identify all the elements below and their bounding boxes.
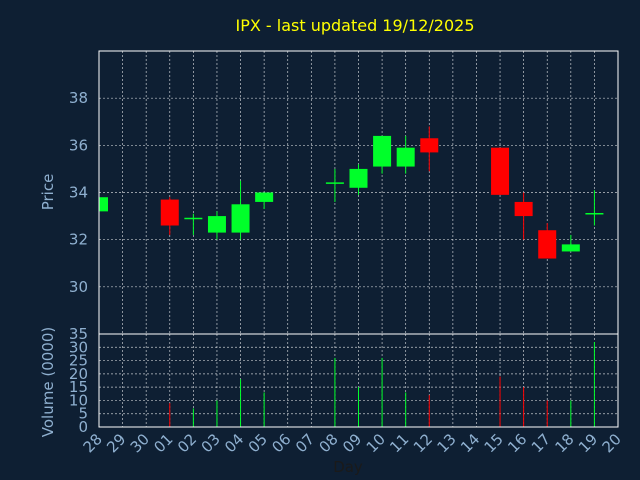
candle-body	[99, 197, 108, 212]
volume-tick-label: 25	[69, 352, 88, 370]
candle-16	[514, 192, 533, 240]
candle-body	[396, 147, 415, 167]
candle-28	[98, 197, 108, 212]
candle-body	[255, 192, 274, 202]
volume-tick-label: 0	[78, 418, 88, 436]
volume-panel-frame	[98, 333, 619, 428]
chart-title: IPX - last updated 19/12/2025	[235, 16, 474, 35]
candle-04	[231, 180, 250, 240]
volume-tick-label: 20	[69, 365, 88, 383]
candle-05	[255, 192, 274, 210]
candle-19	[585, 190, 604, 226]
candle-body	[160, 199, 179, 226]
volume-tick-label: 15	[69, 378, 88, 396]
candle-03	[207, 211, 226, 240]
candle-body	[420, 138, 439, 153]
candle-10	[373, 135, 392, 174]
candle-body	[561, 244, 580, 252]
candle-15	[491, 147, 510, 195]
candlestick-series	[98, 126, 604, 259]
volume-tick-label: 30	[69, 338, 88, 356]
x-axis-label-text: Day	[333, 458, 363, 476]
candle-12	[420, 126, 439, 172]
candle-body	[491, 147, 510, 195]
candle-02	[184, 213, 203, 235]
volume-tick-label: 35	[69, 325, 88, 343]
volume-tick-label: 5	[78, 405, 88, 423]
price-tick-label: 36	[69, 136, 88, 154]
x-tick-labels: 2829300102030405060708091011121314151617…	[80, 430, 625, 456]
volume-axis-label: Volume (0000)	[39, 327, 57, 437]
candle-body	[349, 168, 368, 188]
candle-11	[396, 135, 415, 174]
candle-body	[538, 230, 557, 259]
candle-18	[561, 234, 580, 252]
price-tick-label: 30	[69, 278, 88, 296]
price-tick-label: 38	[69, 89, 88, 107]
candle-09	[349, 164, 368, 195]
candle-body	[514, 201, 533, 217]
price-axis-label: Price	[39, 174, 57, 211]
price-tick-label: 34	[69, 184, 88, 202]
candle-body	[207, 216, 226, 233]
candle-01	[160, 197, 179, 235]
candle-17	[538, 223, 557, 259]
candle-body	[373, 135, 392, 167]
price-tick-labels: 30 32 34 36 38	[69, 89, 88, 296]
volume-series	[169, 341, 595, 427]
price-tick-label: 32	[69, 231, 88, 249]
candle-08	[325, 168, 344, 202]
candle-body	[231, 204, 250, 233]
volume-tick-label: 10	[69, 391, 88, 409]
